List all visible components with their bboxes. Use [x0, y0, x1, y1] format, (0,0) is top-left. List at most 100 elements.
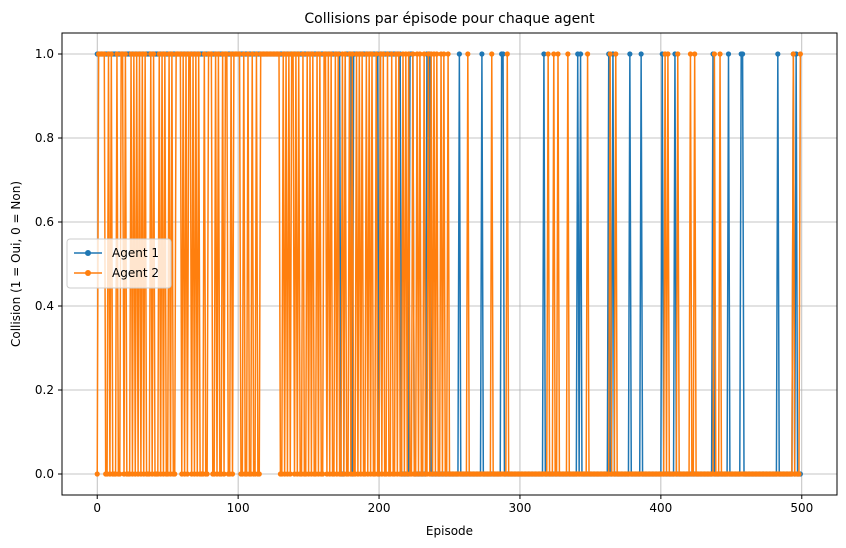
data-point — [224, 51, 230, 57]
data-point — [142, 51, 148, 57]
data-point — [342, 51, 348, 57]
data-point — [541, 51, 547, 57]
data-point — [287, 471, 293, 477]
data-point — [417, 51, 423, 57]
data-point — [410, 51, 416, 57]
data-point — [201, 51, 207, 57]
data-point — [221, 471, 227, 477]
legend-agent-2-label: Agent 2 — [112, 266, 159, 280]
data-point — [545, 51, 551, 57]
data-point — [445, 51, 451, 57]
data-point — [551, 51, 557, 57]
data-point — [396, 51, 402, 57]
data-point — [236, 51, 243, 57]
data-point — [725, 51, 732, 57]
x-tick-label: 300 — [509, 501, 532, 515]
data-point — [489, 51, 495, 57]
data-point — [406, 51, 412, 57]
data-point — [380, 51, 386, 57]
data-point — [441, 51, 447, 57]
data-point — [172, 471, 178, 477]
data-point — [711, 51, 718, 57]
data-point — [638, 51, 644, 57]
data-point — [253, 51, 260, 57]
data-point — [500, 51, 506, 57]
data-point — [627, 51, 633, 57]
data-point — [389, 51, 395, 57]
data-point — [335, 51, 341, 57]
x-tick-label: 200 — [368, 501, 391, 515]
data-point — [790, 51, 796, 57]
data-point — [607, 51, 613, 57]
legend-agent-1-marker — [85, 250, 91, 256]
data-point — [504, 51, 510, 57]
data-point — [359, 51, 365, 57]
data-point — [162, 51, 168, 57]
data-point — [369, 51, 375, 57]
data-point — [300, 51, 306, 57]
data-point — [241, 51, 247, 57]
series-layer — [94, 51, 803, 477]
data-point — [613, 51, 619, 57]
data-point — [577, 51, 584, 57]
legend-frame — [66, 238, 172, 289]
data-point — [150, 51, 157, 57]
data-point — [687, 51, 694, 57]
x-tick-label: 100 — [227, 501, 250, 515]
data-point — [204, 471, 210, 477]
data-point — [692, 51, 698, 57]
data-point — [245, 51, 251, 57]
plot-frame — [61, 32, 838, 496]
data-point — [565, 51, 571, 57]
data-point — [310, 51, 316, 57]
data-point — [117, 471, 123, 477]
data-point — [296, 51, 302, 57]
data-point — [196, 51, 202, 57]
data-point — [249, 51, 255, 57]
data-point — [584, 51, 591, 57]
data-point — [421, 51, 427, 57]
data-point — [465, 51, 471, 57]
data-point — [320, 471, 326, 477]
legend-agent-1-label: Agent 1 — [112, 246, 159, 260]
y-tick-label: 0.6 — [35, 215, 54, 229]
data-point — [797, 51, 803, 57]
data-point — [775, 51, 781, 57]
data-point — [184, 471, 191, 477]
data-point — [108, 51, 114, 57]
y-tick-label: 0.0 — [35, 467, 54, 481]
data-point — [317, 51, 323, 57]
data-point — [114, 51, 120, 57]
data-point — [94, 471, 100, 477]
data-point — [796, 471, 802, 477]
data-point — [717, 51, 723, 57]
data-point — [373, 51, 379, 57]
x-axis-label: Episode — [426, 524, 473, 538]
x-tick-label: 500 — [790, 501, 813, 515]
data-point — [215, 51, 222, 57]
data-point — [349, 51, 355, 57]
data-point — [208, 51, 214, 57]
legend: Agent 1 Agent 2 — [66, 238, 172, 289]
y-tick-label: 1.0 — [35, 47, 54, 61]
chart-title: Collisions par épisode pour chaque agent — [304, 11, 595, 27]
data-point — [276, 51, 282, 57]
data-point — [479, 51, 485, 57]
data-point — [434, 51, 440, 57]
data-point — [675, 51, 681, 57]
x-tick-label: 400 — [649, 501, 672, 515]
axis-ticks: 0 100 200 300 400 500 0.0 0.2 0.4 0.6 0.8 1.0 — [35, 47, 813, 515]
series-agent-2 — [94, 51, 803, 477]
data-point — [229, 471, 236, 477]
data-point — [456, 51, 462, 57]
data-point — [122, 51, 129, 57]
y-tick-label: 0.4 — [35, 299, 54, 313]
data-point — [101, 51, 107, 57]
data-point — [169, 51, 175, 57]
y-tick-label: 0.2 — [35, 383, 54, 397]
y-axis-label: Collision (1 = Oui, 0 = Non) — [9, 181, 23, 347]
data-point — [256, 471, 262, 477]
data-point — [665, 51, 671, 57]
y-tick-label: 0.8 — [35, 131, 54, 145]
x-tick-label: 0 — [93, 501, 101, 515]
